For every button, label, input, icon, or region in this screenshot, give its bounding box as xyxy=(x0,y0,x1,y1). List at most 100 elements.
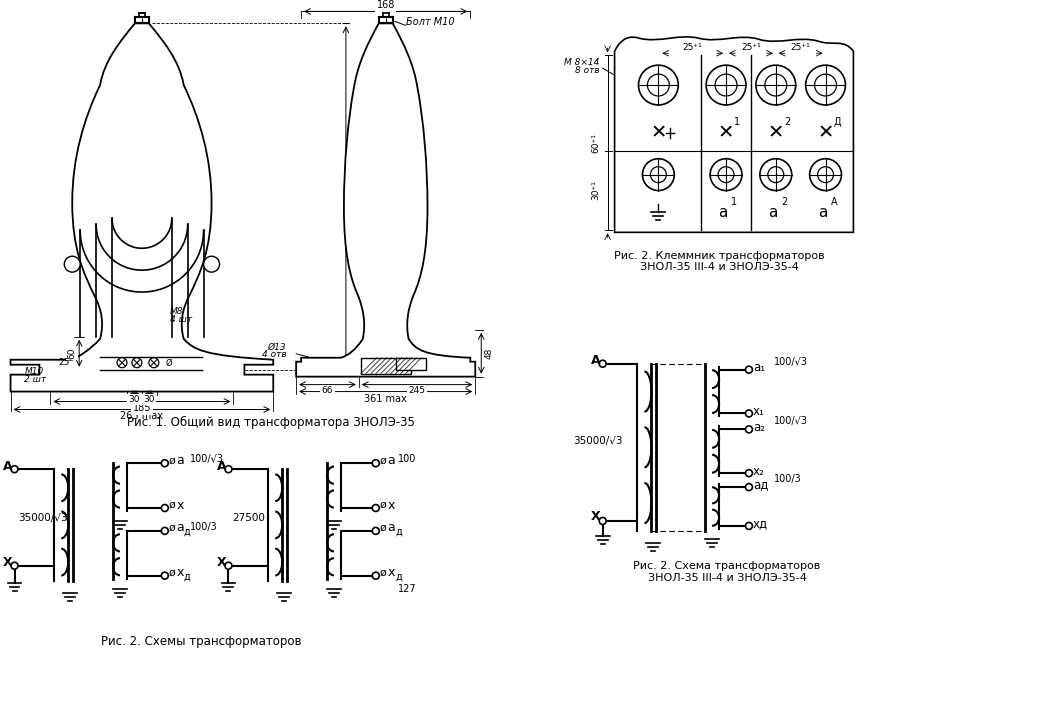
Text: x: x xyxy=(388,566,395,579)
Circle shape xyxy=(806,66,846,105)
Text: ø: ø xyxy=(169,523,176,533)
Text: ✕: ✕ xyxy=(817,123,834,142)
Text: 245: 245 xyxy=(408,386,425,395)
Text: А: А xyxy=(3,460,13,473)
Circle shape xyxy=(65,256,81,272)
Text: ✕: ✕ xyxy=(650,123,667,142)
Text: ø: ø xyxy=(379,500,387,510)
Text: 265 max: 265 max xyxy=(121,412,163,422)
Circle shape xyxy=(204,256,219,272)
Text: aд: aд xyxy=(753,478,768,491)
Text: Рис. 2. Клеммник трансформаторов
ЗНОЛ-35 III-4 и ЗНОЛЭ-35-4: Рис. 2. Клеммник трансформаторов ЗНОЛ-35… xyxy=(614,251,825,272)
Text: Х: Х xyxy=(216,556,227,569)
Text: 127: 127 xyxy=(398,584,417,594)
Text: д: д xyxy=(183,527,191,537)
Circle shape xyxy=(225,562,232,569)
Text: xд: xд xyxy=(753,518,768,530)
Text: А: А xyxy=(590,354,601,367)
Circle shape xyxy=(372,460,379,466)
Text: 457±2: 457±2 xyxy=(348,182,357,211)
Text: а: а xyxy=(719,205,728,220)
Circle shape xyxy=(225,466,232,473)
Text: 1: 1 xyxy=(734,117,740,127)
Text: 27500: 27500 xyxy=(232,513,265,523)
Circle shape xyxy=(642,159,674,191)
Text: 361 max: 361 max xyxy=(365,394,407,404)
Text: 470 max: 470 max xyxy=(358,177,367,216)
Text: а: а xyxy=(388,454,395,467)
Text: А: А xyxy=(831,197,837,207)
Circle shape xyxy=(599,518,606,525)
Circle shape xyxy=(745,483,753,491)
Text: 35000/√3: 35000/√3 xyxy=(572,436,622,446)
Text: Ø: Ø xyxy=(165,359,172,367)
Circle shape xyxy=(745,366,753,373)
Circle shape xyxy=(815,74,836,96)
Text: a₂: a₂ xyxy=(753,421,765,434)
Text: ✕: ✕ xyxy=(718,123,735,142)
Text: Рис. 2. Схемы трансформаторов: Рис. 2. Схемы трансформаторов xyxy=(102,635,302,649)
Text: ø: ø xyxy=(169,455,176,465)
Text: д: д xyxy=(395,572,403,582)
Text: a₁: a₁ xyxy=(753,361,765,375)
Text: Болт М10: Болт М10 xyxy=(406,17,455,27)
Text: А: А xyxy=(216,460,227,473)
Circle shape xyxy=(372,528,379,535)
Text: Х: Х xyxy=(590,511,601,523)
Text: Д: Д xyxy=(833,117,842,127)
Text: 100/√3: 100/√3 xyxy=(774,417,808,426)
PathPatch shape xyxy=(296,23,475,377)
Circle shape xyxy=(756,66,796,105)
Circle shape xyxy=(745,470,753,476)
PathPatch shape xyxy=(615,37,853,232)
Text: д: д xyxy=(183,572,191,582)
Text: 100/√3: 100/√3 xyxy=(190,454,224,464)
Text: 48: 48 xyxy=(484,347,494,359)
Text: 2: 2 xyxy=(781,197,787,207)
Text: Х: Х xyxy=(3,556,13,569)
Text: 30: 30 xyxy=(128,395,140,404)
Circle shape xyxy=(745,410,753,417)
Text: 35000/√3: 35000/√3 xyxy=(18,513,68,523)
Circle shape xyxy=(117,357,127,367)
Text: ø: ø xyxy=(379,567,387,577)
Circle shape xyxy=(11,466,18,473)
Text: а: а xyxy=(768,205,777,220)
Circle shape xyxy=(638,66,678,105)
Text: ø: ø xyxy=(169,567,176,577)
Text: М8: М8 xyxy=(170,307,183,316)
Text: x: x xyxy=(388,498,395,511)
Text: 100/3: 100/3 xyxy=(774,474,801,484)
Text: 60⁺¹: 60⁺¹ xyxy=(591,133,601,152)
Text: 30⁺¹: 30⁺¹ xyxy=(591,181,601,201)
Text: Рис. 2. Схема трансформаторов
ЗНОЛ-35 III-4 и ЗНОЛЭ-35-4: Рис. 2. Схема трансформаторов ЗНОЛ-35 II… xyxy=(634,561,820,582)
Text: а: а xyxy=(818,205,827,220)
Circle shape xyxy=(372,572,379,579)
Text: а: а xyxy=(177,454,184,467)
Text: 100: 100 xyxy=(398,454,416,464)
Text: 4 шт: 4 шт xyxy=(170,315,192,324)
Text: 100/3: 100/3 xyxy=(190,522,217,532)
Text: 25: 25 xyxy=(58,358,69,367)
Text: 8 отв: 8 отв xyxy=(575,66,600,75)
Circle shape xyxy=(372,505,379,511)
Text: 100/√3: 100/√3 xyxy=(774,357,808,367)
Circle shape xyxy=(706,66,746,105)
Text: 185: 185 xyxy=(132,404,152,414)
PathPatch shape xyxy=(11,23,273,392)
Text: x: x xyxy=(177,498,184,511)
Text: Рис. 1. Общий вид трансформатора ЗНОЛЭ-35: Рис. 1. Общий вид трансформатора ЗНОЛЭ-3… xyxy=(127,417,416,429)
Circle shape xyxy=(765,74,787,96)
Bar xyxy=(395,357,425,370)
Circle shape xyxy=(648,74,669,96)
Text: ø: ø xyxy=(379,455,387,465)
Text: 168: 168 xyxy=(376,1,395,11)
Text: ø: ø xyxy=(379,523,387,533)
Text: 25⁺¹: 25⁺¹ xyxy=(741,43,761,52)
Circle shape xyxy=(161,505,169,511)
Circle shape xyxy=(599,360,606,367)
Bar xyxy=(360,357,410,374)
Text: 30: 30 xyxy=(143,395,155,404)
Circle shape xyxy=(810,159,842,191)
Text: ✕: ✕ xyxy=(767,123,784,142)
